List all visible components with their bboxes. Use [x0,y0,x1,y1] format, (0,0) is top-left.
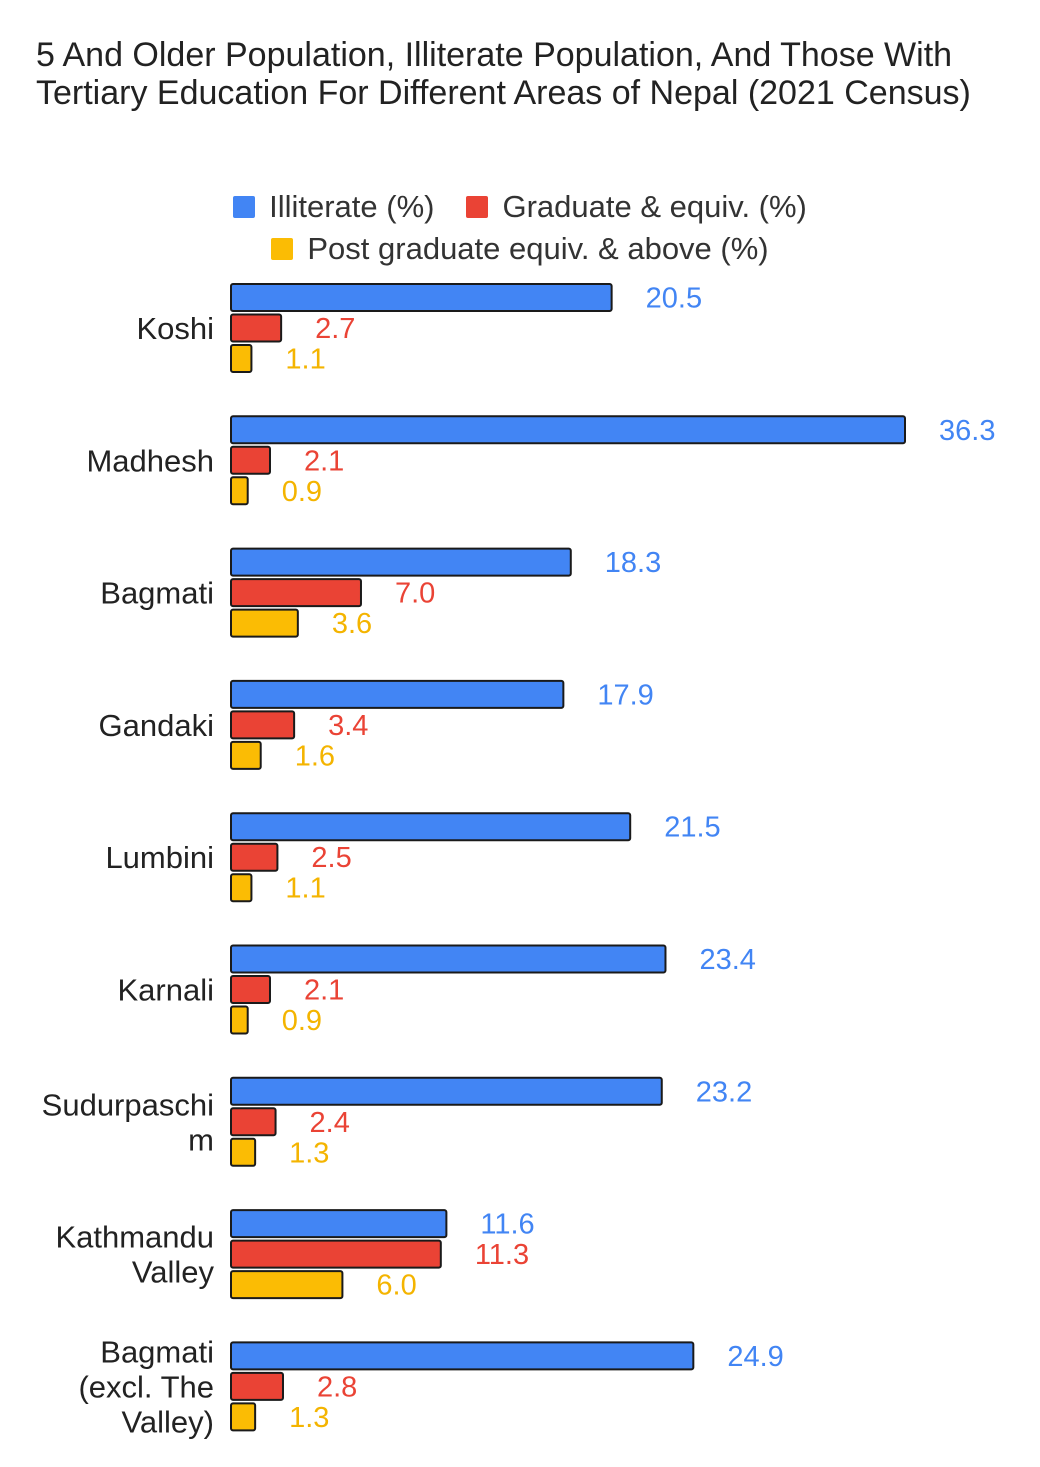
legend-swatch-illiterate [233,196,256,218]
data-label-graduate: 3.4 [328,710,368,742]
data-label-illiterate: 24.9 [727,1341,783,1373]
bar-postgraduate [230,1270,344,1300]
category-label: Madhesh [86,443,214,478]
bar-illiterate [230,812,632,842]
data-label-illiterate: 11.6 [480,1209,534,1241]
bar-postgraduate [230,1137,257,1167]
data-label-postgraduate: 0.9 [282,476,322,508]
category-label-line: Koshi [136,311,214,346]
category-label-line: Sudurpaschi [42,1087,214,1122]
bar-illiterate [230,1209,448,1239]
bar-graduate [230,710,296,740]
bar-postgraduate [230,476,249,506]
bar-illiterate [230,1341,695,1371]
data-label-postgraduate: 1.3 [289,1137,329,1169]
legend-row-2: Post graduate equiv. & above (%) [0,228,1040,270]
legend-swatch-graduate [466,196,489,218]
data-label-graduate: 2.1 [304,445,344,477]
data-label-postgraduate: 1.6 [295,740,335,772]
data-label-graduate: 2.5 [311,842,351,874]
category-label: Karnali [118,973,215,1008]
data-label-postgraduate: 1.3 [289,1402,329,1434]
bar-graduate [230,842,279,872]
data-label-postgraduate: 0.9 [282,1005,322,1037]
data-label-illiterate: 21.5 [664,812,720,844]
category-label-line: Bagmati [100,576,214,611]
bar-graduate [230,578,362,608]
data-label-postgraduate: 1.1 [285,873,325,905]
data-label-illiterate: 23.4 [699,944,755,976]
bar-postgraduate [230,608,299,638]
bar-graduate [230,313,283,343]
data-label-illiterate: 18.3 [605,547,661,579]
legend-item-graduate: Graduate & equiv. (%) [466,189,807,225]
category-label-line: m [188,1122,214,1157]
category-label-line: Bagmati [100,1334,214,1369]
data-label-illiterate: 20.5 [646,283,702,315]
bar-postgraduate [230,1402,257,1432]
data-label-graduate: 2.8 [317,1371,357,1403]
legend: Illiterate (%) Graduate & equiv. (%) Pos… [0,186,1040,270]
bar-illiterate [230,547,572,577]
category-label-line: Valley) [122,1404,214,1439]
data-label-graduate: 2.1 [304,975,344,1007]
data-label-postgraduate: 6.0 [376,1270,416,1302]
category-label: Kathmandu Valley [55,1220,214,1290]
category-label-line: Kathmandu [55,1220,214,1255]
data-label-graduate: 11.3 [475,1239,529,1271]
data-label-illiterate: 17.9 [597,679,653,711]
bar-graduate [230,975,271,1004]
bar-illiterate [230,415,906,445]
bar-illiterate [230,283,613,312]
bar-illiterate [230,944,667,974]
legend-swatch-postgraduate [271,238,294,260]
data-label-postgraduate: 1.1 [285,344,325,376]
bar-graduate [230,1239,442,1269]
legend-label-postgraduate: Post graduate equiv. & above (%) [307,231,769,266]
category-label: Bagmati [100,576,214,611]
legend-label-illiterate: Illiterate (%) [269,189,435,224]
category-label: Lumbini [105,840,214,875]
category-label-line: Lumbini [105,840,214,875]
category-label: Bagmati (excl. The Valley) [78,1334,214,1439]
legend-row-1: Illiterate (%) Graduate & equiv. (%) [0,186,1040,228]
bar-illiterate [230,679,565,709]
bar-postgraduate [230,344,253,373]
category-label-line: Gandaki [99,708,214,743]
bar-graduate [230,445,271,475]
bar-illiterate [230,1076,663,1106]
bar-postgraduate [230,740,262,770]
category-label: Koshi [136,311,214,346]
chart-title: 5 And Older Population, Illiterate Popul… [36,36,971,112]
data-label-graduate: 7.0 [395,578,435,610]
legend-item-illiterate: Illiterate (%) [233,189,434,225]
data-label-graduate: 2.7 [315,313,355,345]
legend-item-postgraduate: Post graduate equiv. & above (%) [271,231,769,267]
category-label-line: (excl. The [78,1369,214,1404]
data-label-graduate: 2.4 [310,1107,350,1139]
data-label-postgraduate: 3.6 [332,608,372,640]
category-label: Gandaki [99,708,214,743]
bar-graduate [230,1371,284,1401]
category-label-line: Valley [132,1255,215,1290]
bar-postgraduate [230,1005,249,1035]
category-label-line: Madhesh [86,443,214,478]
category-label: Sudurpaschi m [42,1087,214,1157]
data-label-illiterate: 36.3 [939,415,995,447]
bar-graduate [230,1107,277,1137]
category-label-line: Karnali [118,973,215,1008]
legend-label-graduate: Graduate & equiv. (%) [502,189,807,224]
bar-postgraduate [230,873,253,903]
data-label-illiterate: 23.2 [696,1076,752,1108]
